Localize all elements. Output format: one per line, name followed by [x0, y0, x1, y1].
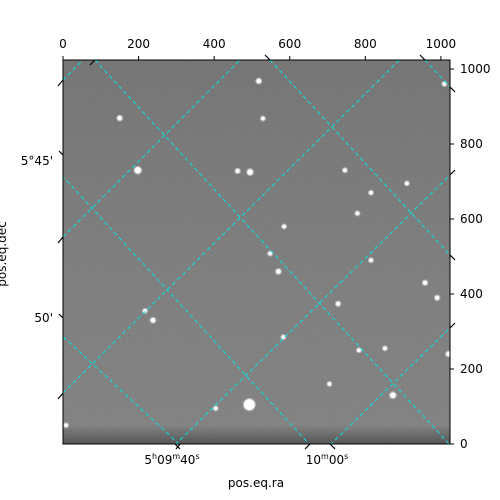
star-13 — [355, 211, 360, 216]
star-12 — [422, 280, 428, 285]
right-pixel-axis: 0 200 400 600 800 1000 — [450, 62, 491, 451]
star-19 — [268, 251, 272, 256]
star-2 — [247, 169, 253, 175]
dec-tick-label-1: 50' — [34, 311, 53, 325]
plot-frame — [62, 59, 451, 445]
dec-tick-label-0: 5°45' — [21, 154, 53, 168]
star-27 — [64, 423, 68, 428]
coordinate-grid — [63, 60, 450, 444]
world-tick-0 — [89, 59, 96, 66]
right-tick-label-0: 0 — [460, 437, 468, 451]
world-tick-13 — [449, 322, 456, 329]
sky-image — [63, 60, 450, 444]
world-tick-7 — [58, 313, 64, 319]
right-tick-label-2: 400 — [460, 287, 483, 301]
star-5 — [117, 115, 123, 121]
x-axis-title: pos.eq.ra — [228, 476, 284, 490]
right-tick-label-3: 600 — [460, 212, 483, 226]
world-tick-4 — [57, 236, 64, 244]
ra-tick-label-1: 10m00s — [306, 452, 349, 467]
star-6 — [276, 269, 281, 274]
top-tick-label-1: 200 — [127, 37, 150, 51]
grid-line-3 — [269, 60, 450, 256]
star-8 — [336, 301, 341, 306]
world-tick-1 — [264, 54, 271, 61]
grid-line-8 — [175, 174, 450, 444]
grid-line-1 — [63, 175, 310, 444]
star-1 — [243, 399, 255, 411]
stars — [63, 77, 450, 429]
star-17 — [343, 168, 347, 173]
star-22 — [442, 82, 447, 86]
top-tick-label-3: 600 — [278, 37, 301, 51]
star-28 — [213, 406, 218, 411]
star-15 — [405, 181, 409, 186]
grid-line-5 — [63, 60, 401, 394]
top-tick-label-4: 800 — [354, 37, 377, 51]
grid-line-4 — [424, 60, 450, 88]
image-bottom-shade — [63, 425, 450, 444]
world-tick-14 — [304, 443, 311, 450]
world-tick-11 — [449, 169, 456, 176]
top-tick-label-0: 0 — [59, 37, 67, 51]
star-25 — [357, 348, 361, 353]
world-tick-9 — [329, 443, 336, 450]
star-21 — [327, 382, 332, 386]
top-tick-label-2: 400 — [203, 37, 226, 51]
world-tick-5 — [57, 392, 64, 400]
star-18 — [282, 224, 286, 229]
world-tick-12 — [449, 254, 456, 261]
grid-line-0 — [94, 60, 450, 444]
world-tick-15 — [175, 443, 181, 450]
star-11 — [435, 295, 440, 300]
star-16 — [369, 258, 373, 263]
star-24 — [143, 308, 147, 313]
grid-line-6 — [63, 60, 241, 238]
star-26 — [383, 346, 387, 351]
star-14 — [369, 190, 373, 195]
star-7 — [150, 317, 156, 323]
star-9 — [390, 392, 396, 399]
world-tick-6 — [58, 150, 64, 156]
grid-line-7 — [63, 60, 84, 81]
world-tick-10 — [449, 86, 456, 93]
world-tick-3 — [57, 79, 64, 87]
image-grain — [63, 60, 450, 444]
right-tick-label-1: 200 — [460, 362, 483, 376]
grid-line-2 — [63, 335, 180, 444]
star-23 — [281, 335, 286, 340]
ra-tick-label-0: 5h09m40s — [144, 452, 199, 467]
y-axis-title: pos.eq.dec — [0, 221, 9, 286]
right-tick-label-5: 1000 — [460, 62, 491, 76]
world-tick-marks — [57, 54, 456, 450]
star-4 — [256, 78, 262, 84]
right-tick-label-4: 800 — [460, 137, 483, 151]
world-tick-2 — [419, 54, 426, 61]
top-tick-label-5: 1000 — [426, 37, 457, 51]
top-pixel-axis: 0 200 400 600 800 1000 — [59, 37, 456, 60]
star-10 — [446, 351, 450, 357]
star-20 — [261, 116, 265, 121]
star-3 — [235, 168, 240, 174]
star-0 — [134, 167, 142, 174]
